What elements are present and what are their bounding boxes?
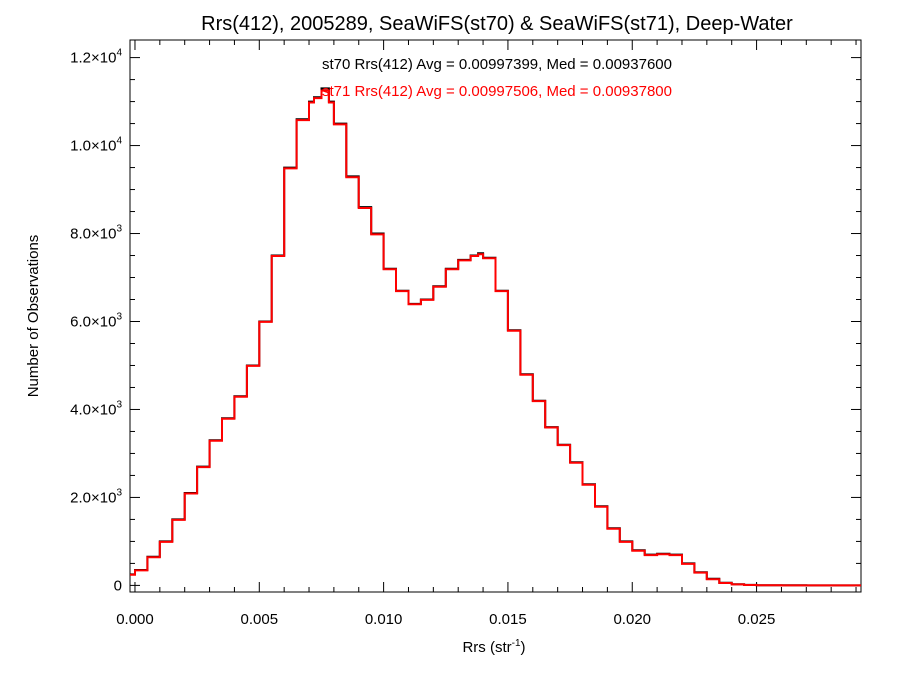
x-tick-label: 0.020 xyxy=(613,611,651,628)
annotation-st70: st70 Rrs(412) Avg = 0.00997399, Med = 0.… xyxy=(322,56,672,73)
x-tick-label: 0.000 xyxy=(116,611,154,628)
x-axis-label-close: ) xyxy=(521,639,526,656)
y-tick-label: 2.0×103 xyxy=(70,487,122,506)
plot-frame xyxy=(129,39,862,593)
series-layer xyxy=(130,87,861,587)
x-axis: 0.000 0.005 0.010 0.015 0.020 0.025 xyxy=(116,40,857,628)
y-tick-label-base: 1.2×10 xyxy=(70,50,116,67)
x-tick-label: 0.005 xyxy=(241,611,279,628)
x-axis-label: Rrs (str-1) xyxy=(462,638,525,656)
y-tick-label-base: 4.0×10 xyxy=(70,401,116,418)
annotation-st71: st71 Rrs(412) Avg = 0.00997506, Med = 0.… xyxy=(322,83,672,100)
y-tick-label-base: 1.0×10 xyxy=(70,138,116,155)
y-axis-label: Number of Observations xyxy=(25,235,42,398)
y-tick-label-base: 2.0×10 xyxy=(70,489,116,506)
chart-title: Rrs(412), 2005289, SeaWiFS(st70) & SeaWi… xyxy=(201,13,793,35)
series-st71-line xyxy=(130,89,861,587)
y-tick-label: 6.0×103 xyxy=(70,311,122,330)
x-tick-label: 0.015 xyxy=(489,611,527,628)
x-tick-label: 0.010 xyxy=(365,611,403,628)
series-st70-line xyxy=(130,87,861,587)
y-tick-label: 8.0×103 xyxy=(70,224,122,243)
x-tick-label: 0.025 xyxy=(738,611,776,628)
y-tick-label: 4.0×103 xyxy=(70,399,122,418)
y-tick-label-exponent: 3 xyxy=(116,224,122,235)
y-tick-label: 1.0×104 xyxy=(70,136,122,155)
y-tick-label-base: 0 xyxy=(114,577,122,594)
y-tick-label-exponent: 4 xyxy=(116,48,122,59)
y-tick-label-base: 6.0×10 xyxy=(70,313,116,330)
y-axis: 02.0×1034.0×1036.0×1038.0×1031.0×1041.2×… xyxy=(70,48,861,594)
y-tick-label-base: 8.0×10 xyxy=(70,226,116,243)
y-tick-label-exponent: 3 xyxy=(116,487,122,498)
y-tick-label-exponent: 3 xyxy=(116,311,122,322)
y-tick-label: 1.2×104 xyxy=(70,48,122,67)
y-tick-label-exponent: 3 xyxy=(116,399,122,410)
y-tick-label-exponent: 4 xyxy=(116,136,122,147)
x-axis-label-sup: -1 xyxy=(512,638,521,649)
y-tick-label: 0 xyxy=(114,577,122,594)
x-axis-label-main: Rrs (str xyxy=(462,639,511,656)
